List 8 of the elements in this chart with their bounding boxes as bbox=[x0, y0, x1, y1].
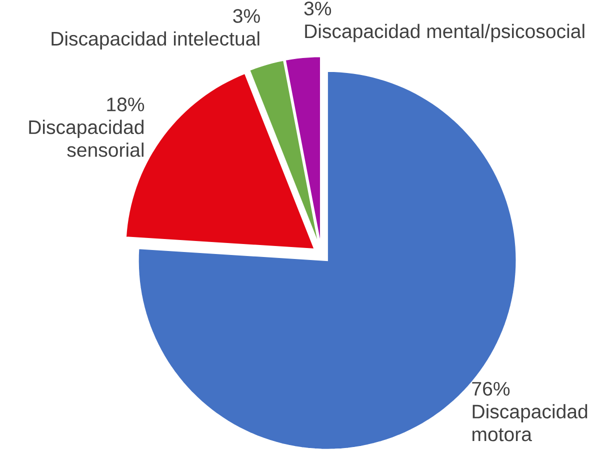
data-label: 18% bbox=[107, 97, 144, 112]
data-label: 76% bbox=[472, 382, 510, 396]
slice-label: Discapacidad sensorial bbox=[29, 120, 144, 157]
data-label: 3% bbox=[304, 2, 332, 16]
slice-label: Discapacidad intelectual bbox=[52, 31, 260, 50]
data-label: 3% bbox=[233, 9, 260, 23]
slice-label: Discapacidad mental/psicosocial bbox=[305, 24, 584, 42]
slice-label: Discapacidad motora bbox=[472, 404, 588, 442]
